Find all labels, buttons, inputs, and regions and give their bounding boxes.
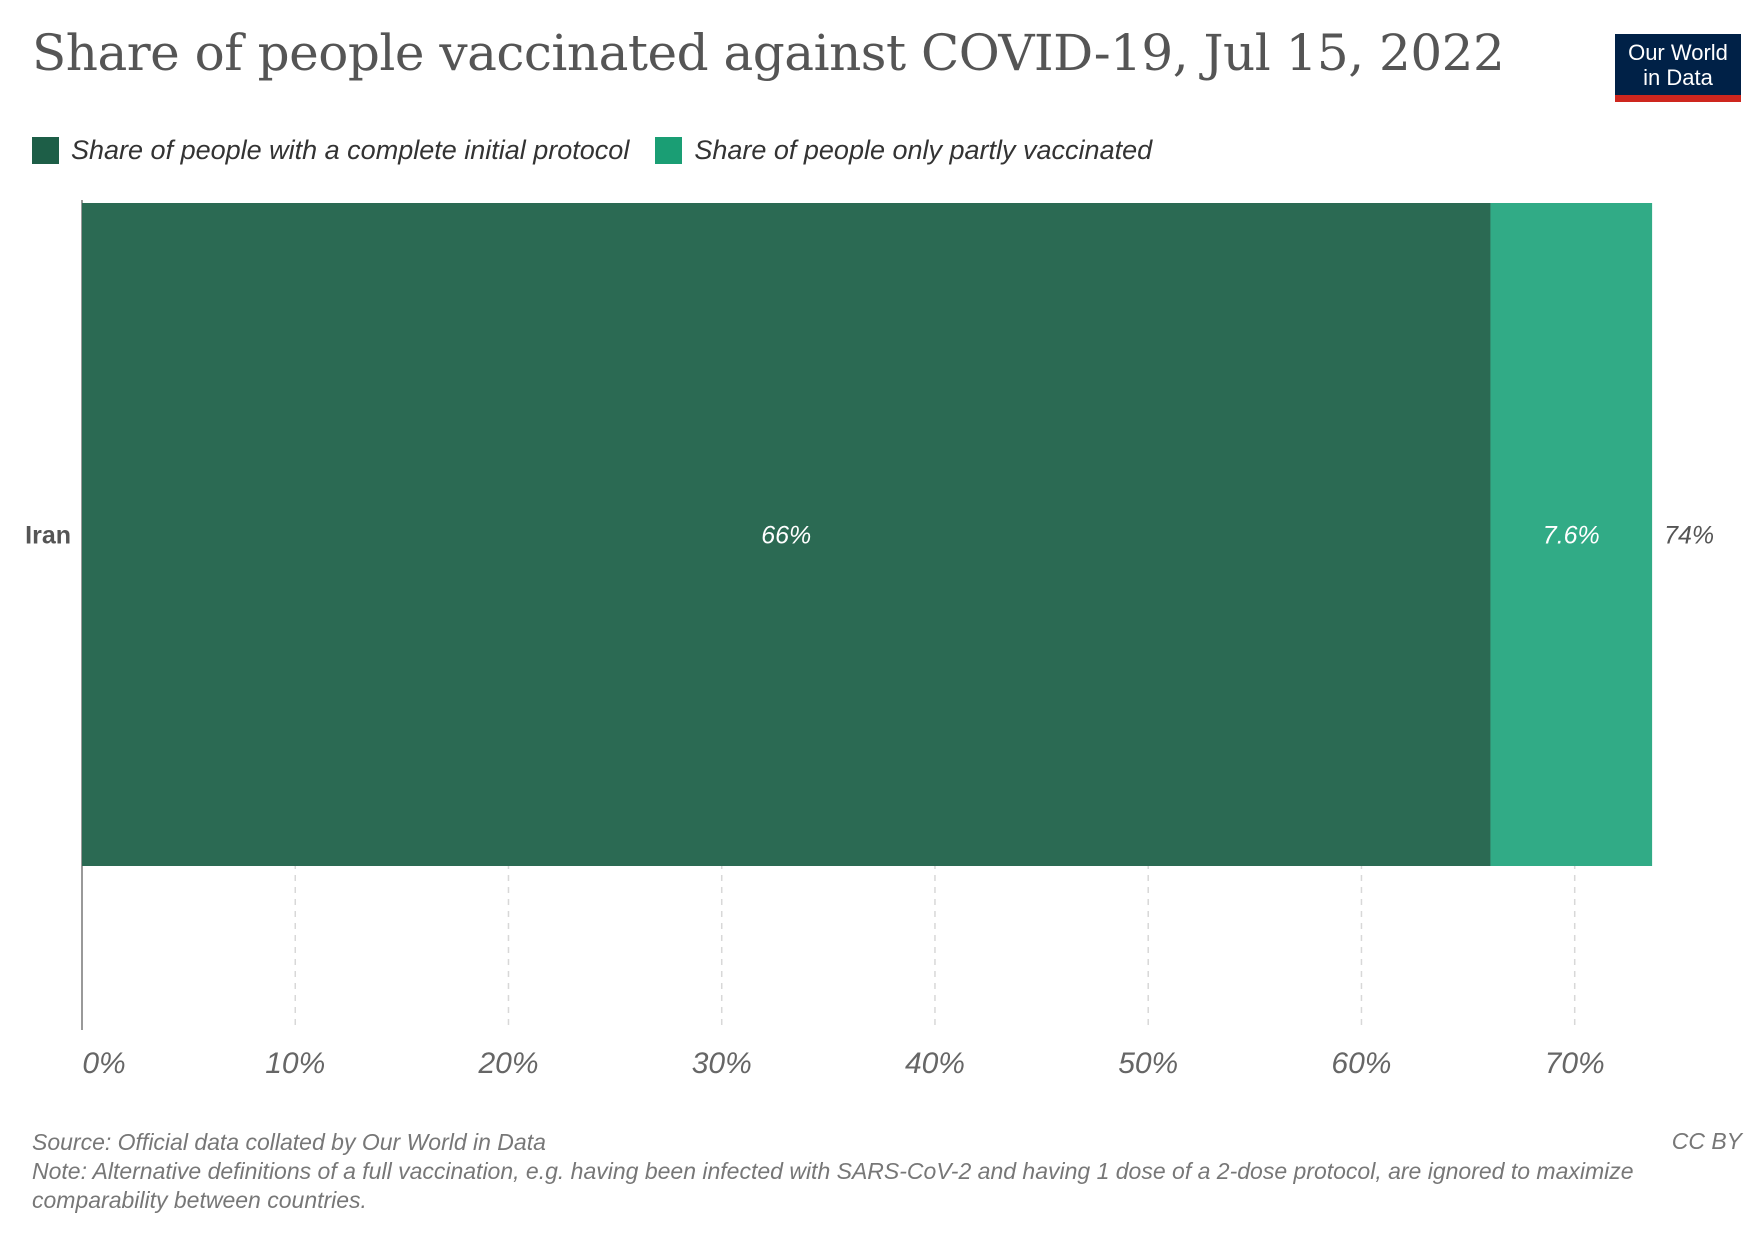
bar-segment[interactable] bbox=[1490, 203, 1653, 866]
x-tick-label: 30% bbox=[692, 1047, 752, 1080]
bars: 66% 7.6% 74% Iran bbox=[25, 203, 1714, 866]
logo-line-1: Our World bbox=[1628, 40, 1728, 65]
legend-label-complete: Share of people with a complete initial … bbox=[71, 135, 630, 165]
x-tick-label: 60% bbox=[1331, 1047, 1391, 1080]
footer: Source: Official data collated by Our Wo… bbox=[32, 1128, 1742, 1215]
legend-item-partial[interactable]: Share of people only partly vaccinated bbox=[655, 135, 1152, 166]
x-tick-label: 40% bbox=[905, 1047, 965, 1080]
legend-swatch-partial bbox=[655, 137, 683, 164]
legend-label-partial: Share of people only partly vaccinated bbox=[694, 135, 1153, 165]
logo-line-2: in Data bbox=[1643, 65, 1713, 90]
logo-accent-bar bbox=[1615, 95, 1741, 102]
owid-logo[interactable]: Our World in Data bbox=[1615, 34, 1741, 102]
bar-value-label: 66% bbox=[761, 522, 811, 550]
bar-value-label: 7.6% bbox=[1543, 522, 1600, 550]
chart-title: Share of people vaccinated against COVID… bbox=[32, 24, 1505, 82]
bar-segment[interactable] bbox=[82, 203, 1491, 866]
x-tick-label: 10% bbox=[265, 1047, 325, 1080]
legend-item-complete[interactable]: Share of people with a complete initial … bbox=[32, 135, 629, 166]
license-link[interactable]: CC BY bbox=[1671, 1128, 1742, 1154]
x-tick-label: 50% bbox=[1118, 1047, 1178, 1080]
x-tick-label: 70% bbox=[1545, 1047, 1605, 1080]
legend-swatch-complete bbox=[32, 137, 59, 164]
legend: Share of people with a complete initial … bbox=[32, 135, 1178, 166]
x-tick-label: 20% bbox=[477, 1047, 538, 1080]
category-label: Iran bbox=[25, 522, 71, 550]
bar-total-label: 74% bbox=[1664, 522, 1714, 550]
x-axis-ticks: 0% 10% 20% 30% 40% 50% 60% 70% bbox=[82, 1047, 1604, 1080]
source-note[interactable]: Source: Official data collated by Our Wo… bbox=[32, 1129, 546, 1155]
methodology-note: Note: Alternative definitions of a full … bbox=[32, 1158, 1634, 1213]
x-tick-label: 0% bbox=[82, 1047, 125, 1080]
